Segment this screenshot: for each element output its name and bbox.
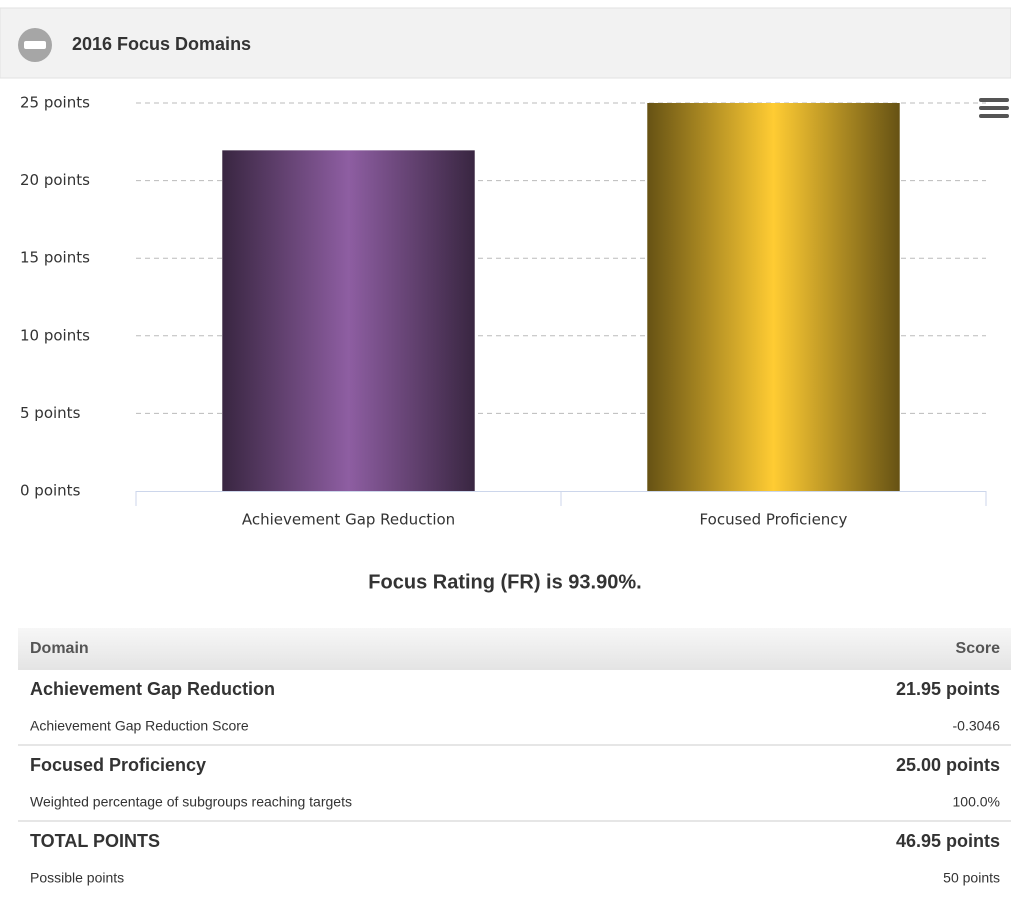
row-label: TOTAL POINTS <box>30 831 160 851</box>
row-subscore: -0.3046 <box>953 718 1001 734</box>
row-sublabel: Weighted percentage of subgroups reachin… <box>30 794 352 810</box>
y-tick-label: 0 points <box>20 482 81 500</box>
table-header <box>18 628 1011 670</box>
row-sublabel: Achievement Gap Reduction Score <box>30 718 249 734</box>
bar <box>222 150 475 491</box>
row-subscore: 100.0% <box>953 794 1000 810</box>
row-score: 21.95 points <box>896 679 1000 699</box>
row-score: 25.00 points <box>896 755 1000 775</box>
row-sublabel: Possible points <box>30 870 124 886</box>
table-header-cell: Score <box>956 640 1001 657</box>
panel-header <box>0 7 1011 79</box>
row-label: Focused Proficiency <box>30 755 206 775</box>
bar <box>647 103 900 491</box>
focus-rating: Focus Rating (FR) is 93.90%. <box>368 571 641 593</box>
y-tick-label: 15 points <box>20 249 90 267</box>
x-tick-label: Achievement Gap Reduction <box>242 511 455 529</box>
y-tick-label: 25 points <box>20 94 90 112</box>
x-tick-label: Focused Proficiency <box>700 511 848 529</box>
row-score: 46.95 points <box>896 831 1000 851</box>
y-tick-label: 10 points <box>20 326 90 344</box>
table-header-cell: Domain <box>30 640 89 657</box>
row-subscore: 50 points <box>943 870 1000 886</box>
row-label: Achievement Gap Reduction <box>30 679 275 699</box>
collapse-button[interactable] <box>18 28 52 62</box>
y-tick-label: 5 points <box>20 404 81 422</box>
panel-title: 2016 Focus Domains <box>72 34 251 54</box>
y-tick-label: 20 points <box>20 171 90 189</box>
chart-menu[interactable] <box>979 98 1009 118</box>
